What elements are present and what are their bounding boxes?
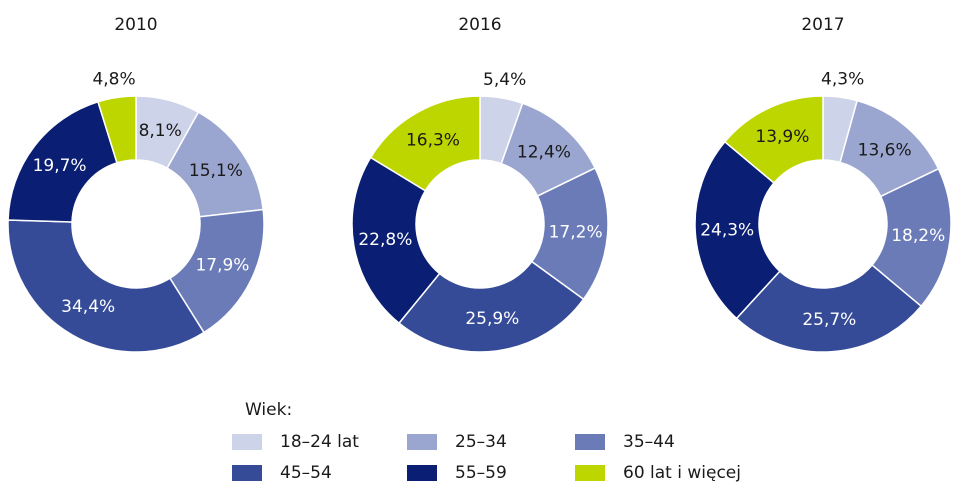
legend-label: 25–34 [455,432,507,452]
data-label: 17,9% [195,256,249,276]
data-label: 13,6% [858,140,912,160]
donut-segment [97,95,137,164]
data-label: 4,3% [821,69,864,89]
legend-swatch [407,434,437,450]
donut-segment [369,95,481,192]
donut-segment [694,140,781,320]
data-label: 13,9% [755,127,809,147]
data-label: 15,1% [189,161,243,181]
donut-segment [351,156,441,325]
data-label: 18,2% [891,226,945,246]
data-label: 19,7% [33,156,87,176]
donut-segment [397,260,585,353]
data-label: 8,1% [139,121,182,141]
chart-title: 2017 [801,15,844,35]
legend-swatch [575,465,605,481]
chart-title: 2016 [458,15,501,35]
legend-label: 55–59 [455,463,507,483]
data-label: 25,9% [465,309,519,329]
data-label: 12,4% [517,142,571,162]
data-label: 17,2% [549,222,603,242]
legend-label: 18–24 lat [280,432,359,452]
legend-title: Wiek: [245,400,292,420]
legend-swatch [232,465,262,481]
data-label: 16,3% [406,130,460,150]
legend-swatch [232,434,262,450]
data-label: 5,4% [483,70,526,90]
donut-segment [7,219,205,353]
data-label: 24,3% [700,220,754,240]
donut-segment [870,167,952,308]
data-label: 34,4% [61,297,115,317]
data-label: 25,7% [802,310,856,330]
legend-label: 60 lat i więcej [623,463,741,483]
donut-segment [7,100,118,223]
donut-segment [723,95,824,184]
legend-label: 35–44 [623,432,675,452]
donut-segment [735,264,923,353]
donut-segment [168,208,265,334]
data-label: 22,8% [358,230,412,250]
data-label: 4,8% [92,70,135,90]
legend-swatch [575,434,605,450]
chart-title: 2010 [114,15,157,35]
legend-swatch [407,465,437,481]
legend-label: 45–54 [280,463,332,483]
